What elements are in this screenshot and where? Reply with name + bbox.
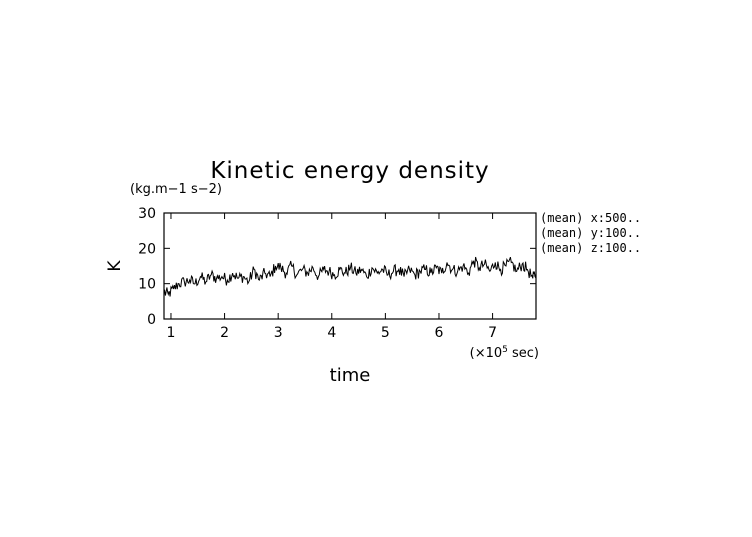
- annotation-3: (mean) z:100..: [540, 241, 641, 255]
- annotation-list: (mean) x:500..(mean) y:100..(mean) z:100…: [540, 211, 641, 255]
- annotation-1: (mean) x:500..: [540, 211, 641, 225]
- y-tick-label: 10: [138, 277, 156, 293]
- y-tick-label: 0: [147, 312, 156, 328]
- x-tick-label: 3: [274, 325, 283, 341]
- x-axis-unit-prefix: (×10: [470, 346, 503, 361]
- series-line: [163, 256, 537, 297]
- y-tick-label: 20: [138, 241, 156, 257]
- x-axis-unit: (×105 sec): [470, 345, 539, 361]
- x-axis-label: time: [330, 365, 371, 386]
- x-tick-label: 2: [220, 325, 229, 341]
- annotation-2: (mean) y:100..: [540, 226, 641, 240]
- x-tick-label: 7: [488, 325, 497, 341]
- x-tick-label: 6: [435, 325, 444, 341]
- x-tick-label: 4: [327, 325, 336, 341]
- x-tick-label: 1: [167, 325, 176, 341]
- y-axis-label: K: [105, 260, 125, 272]
- y-axis-unit: (kg.m−1 s−2): [130, 182, 222, 197]
- x-tick-label: 5: [381, 325, 390, 341]
- plot-frame: [163, 212, 537, 320]
- y-ticks: 0 10 20 30: [138, 206, 536, 328]
- y-tick-label: 30: [138, 206, 156, 222]
- chart-title: Kinetic energy density: [210, 158, 489, 184]
- x-ticks: 1 2 3 4 5 6 7: [167, 213, 497, 341]
- x-axis-unit-exponent: 5: [502, 345, 508, 355]
- x-axis-unit-suffix: sec): [508, 346, 539, 361]
